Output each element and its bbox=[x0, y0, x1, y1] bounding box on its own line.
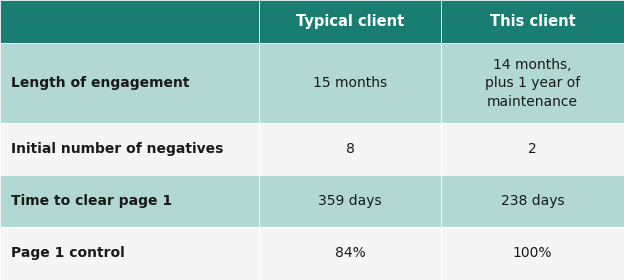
Text: Time to clear page 1: Time to clear page 1 bbox=[11, 194, 172, 208]
Text: 84%: 84% bbox=[334, 246, 366, 260]
Text: 15 months: 15 months bbox=[313, 76, 387, 90]
Bar bbox=[259, 43, 441, 123]
Text: 359 days: 359 days bbox=[318, 194, 382, 208]
Bar bbox=[0, 0, 259, 43]
Text: 2: 2 bbox=[528, 142, 537, 156]
Bar bbox=[0, 227, 259, 280]
Bar bbox=[259, 123, 441, 175]
Bar bbox=[441, 175, 624, 227]
Bar bbox=[441, 43, 624, 123]
Text: 238 days: 238 days bbox=[501, 194, 564, 208]
Bar bbox=[441, 123, 624, 175]
Bar bbox=[0, 175, 259, 227]
Bar bbox=[441, 0, 624, 43]
Bar bbox=[441, 227, 624, 280]
Text: 14 months,
plus 1 year of
maintenance: 14 months, plus 1 year of maintenance bbox=[485, 58, 580, 109]
Text: Initial number of negatives: Initial number of negatives bbox=[11, 142, 223, 156]
Text: This client: This client bbox=[490, 14, 575, 29]
Text: 8: 8 bbox=[346, 142, 354, 156]
Bar bbox=[259, 175, 441, 227]
Bar bbox=[0, 43, 259, 123]
Text: 100%: 100% bbox=[513, 246, 552, 260]
Text: Page 1 control: Page 1 control bbox=[11, 246, 125, 260]
Text: Length of engagement: Length of engagement bbox=[11, 76, 190, 90]
Bar bbox=[0, 123, 259, 175]
Bar bbox=[259, 227, 441, 280]
Bar bbox=[259, 0, 441, 43]
Text: Typical client: Typical client bbox=[296, 14, 404, 29]
